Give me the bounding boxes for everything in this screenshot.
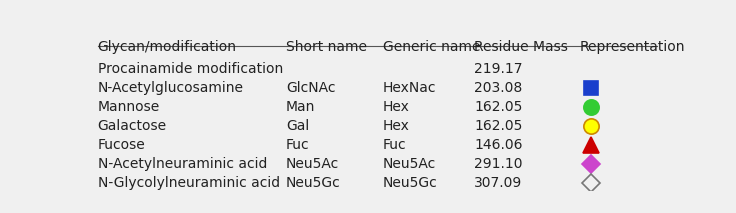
Text: Hex: Hex bbox=[383, 100, 410, 114]
Text: Short name: Short name bbox=[286, 40, 367, 54]
Text: GlcNAc: GlcNAc bbox=[286, 81, 336, 95]
Text: Fuc: Fuc bbox=[383, 138, 406, 152]
Text: Man: Man bbox=[286, 100, 315, 114]
Text: Galactose: Galactose bbox=[98, 119, 167, 133]
Text: Gal: Gal bbox=[286, 119, 309, 133]
Text: HexNac: HexNac bbox=[383, 81, 436, 95]
Text: N-Acetylglucosamine: N-Acetylglucosamine bbox=[98, 81, 244, 95]
Text: Neu5Gc: Neu5Gc bbox=[286, 176, 341, 190]
Text: N-Glycolylneuraminic acid: N-Glycolylneuraminic acid bbox=[98, 176, 280, 190]
Text: Neu5Ac: Neu5Ac bbox=[383, 157, 436, 171]
Text: Neu5Gc: Neu5Gc bbox=[383, 176, 438, 190]
Text: Fucose: Fucose bbox=[98, 138, 146, 152]
Text: N-Acetylneuraminic acid: N-Acetylneuraminic acid bbox=[98, 157, 267, 171]
Text: 291.10: 291.10 bbox=[474, 157, 523, 171]
Text: Neu5Ac: Neu5Ac bbox=[286, 157, 339, 171]
Text: Hex: Hex bbox=[383, 119, 410, 133]
Text: Fuc: Fuc bbox=[286, 138, 310, 152]
Text: Procainamide modification: Procainamide modification bbox=[98, 62, 283, 76]
Text: Representation: Representation bbox=[580, 40, 685, 54]
Text: 146.06: 146.06 bbox=[474, 138, 523, 152]
Text: Glycan/modification: Glycan/modification bbox=[98, 40, 237, 54]
Text: 162.05: 162.05 bbox=[474, 100, 523, 114]
Text: Residue Mass: Residue Mass bbox=[474, 40, 568, 54]
Text: Mannose: Mannose bbox=[98, 100, 160, 114]
Text: 162.05: 162.05 bbox=[474, 119, 523, 133]
Text: Generic name: Generic name bbox=[383, 40, 481, 54]
Text: 219.17: 219.17 bbox=[474, 62, 523, 76]
Text: 307.09: 307.09 bbox=[474, 176, 523, 190]
Text: 203.08: 203.08 bbox=[474, 81, 523, 95]
